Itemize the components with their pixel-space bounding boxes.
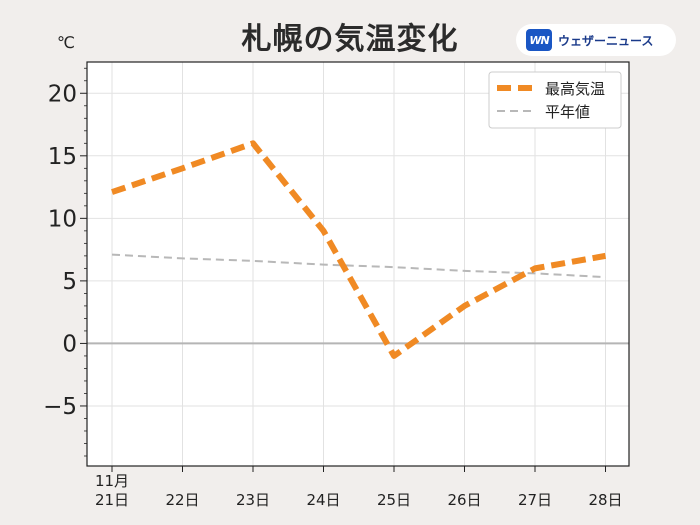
y-tick-label: 15 (48, 144, 77, 170)
brand-badge: WN ウェザーニュース (516, 24, 676, 56)
y-tick-label: 20 (48, 81, 77, 107)
x-tick-label: 24日 (306, 491, 340, 509)
series-line-normal (111, 253, 606, 279)
y-axis-unit: ℃ (57, 33, 75, 52)
x-tick-label: 25日 (377, 491, 411, 509)
x-month-label: 11月 (95, 472, 129, 490)
weathernews-logo-icon: WN (526, 29, 552, 51)
legend-label: 最高気温 (545, 80, 605, 98)
x-tick-label: 27日 (518, 491, 552, 509)
plot-border (86, 61, 630, 467)
x-tick-label: 28日 (588, 491, 622, 509)
y-tick-label: 10 (48, 206, 77, 232)
legend-label: 平年値 (545, 103, 590, 121)
y-tick-label: 0 (62, 331, 77, 357)
chart-title: 札幌の気温変化 (241, 22, 459, 57)
x-tick-label: 21日 (95, 491, 129, 509)
brand-name: ウェザーニュース (558, 33, 654, 48)
y-tick-label: −5 (43, 394, 77, 420)
plot-area (87, 62, 629, 466)
x-tick-label: 23日 (236, 491, 270, 509)
x-tick-label: 22日 (165, 491, 199, 509)
x-tick-label: 26日 (447, 491, 481, 509)
y-tick-label: 5 (62, 269, 77, 295)
series-line-max-temp (111, 140, 607, 359)
